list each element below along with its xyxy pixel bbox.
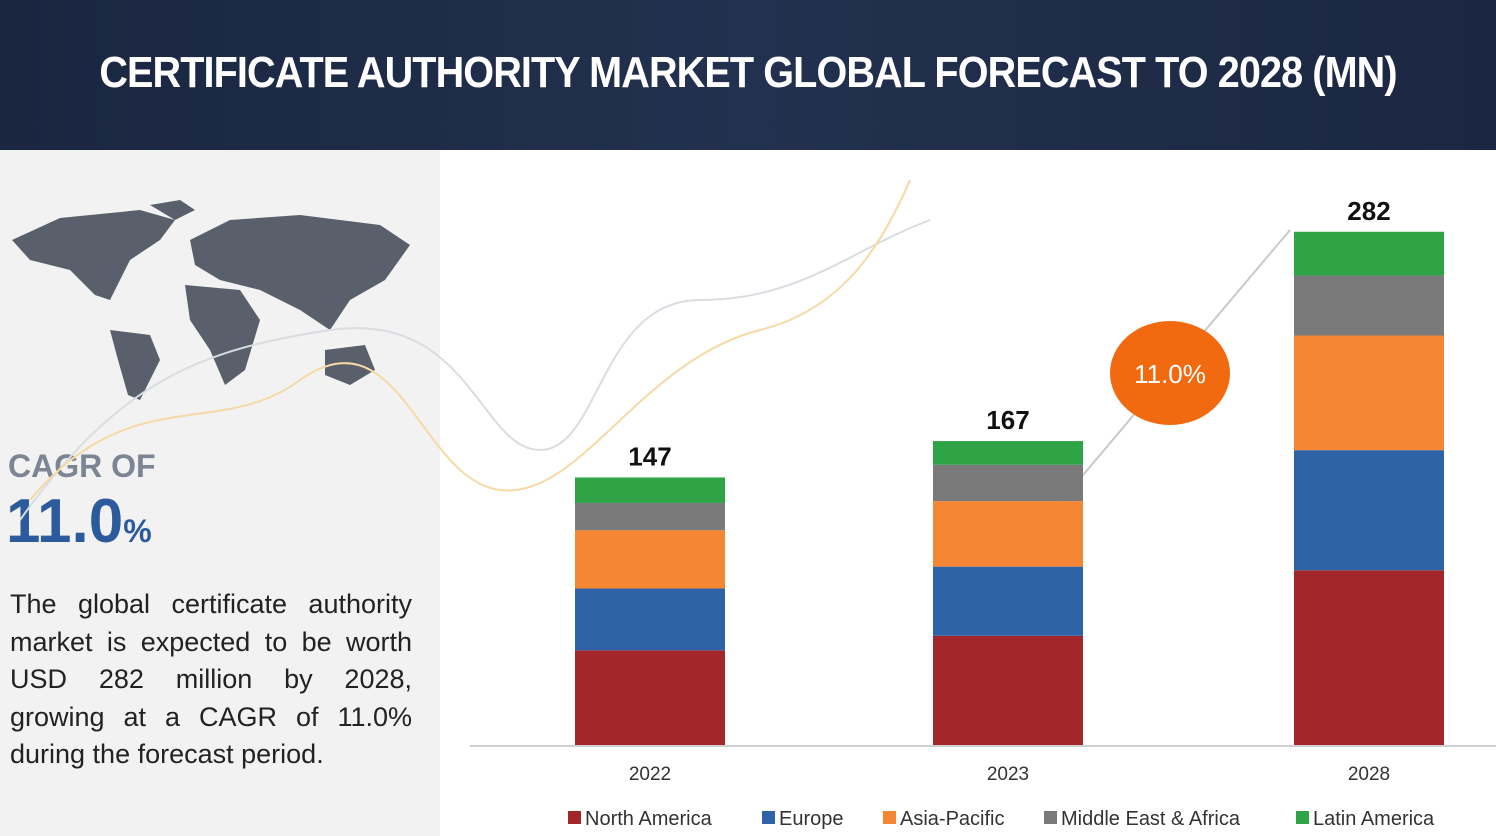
legend-swatch [1044, 811, 1057, 824]
bar-segment [575, 588, 725, 651]
cagr-figure: 11.0% [6, 486, 152, 557]
x-tick-label: 2028 [1348, 764, 1390, 785]
cagr-value: 11.0 [6, 487, 124, 556]
legend-swatch [1296, 811, 1309, 824]
legend-label: Middle East & Africa [1061, 808, 1241, 830]
bar-segment [1294, 450, 1444, 571]
total-label: 147 [628, 441, 671, 471]
decor-curve [29, 179, 911, 501]
bar-segment [575, 477, 725, 503]
bar-segment [1294, 231, 1444, 276]
title: CERTIFICATE AUTHORITY MARKET GLOBAL FORE… [99, 48, 1397, 97]
total-label: 282 [1347, 196, 1390, 226]
description: The global certificate authority market … [10, 589, 412, 769]
cagr-bubble [1110, 321, 1230, 425]
cagr-unit: % [123, 513, 152, 549]
cagr-annotation: 11.0% [1134, 359, 1206, 389]
bar-segment [933, 464, 1083, 502]
bar-segment [933, 566, 1083, 636]
legend-label: Asia-Pacific [900, 808, 1004, 830]
legend-swatch [883, 811, 896, 824]
cagr-label: CAGR OF [8, 448, 156, 484]
legend-swatch [568, 811, 581, 824]
legend-swatch [762, 811, 775, 824]
x-tick-label: 2023 [987, 764, 1029, 785]
x-tick-label: 2022 [629, 764, 671, 785]
header: CERTIFICATE AUTHORITY MARKET GLOBAL FORE… [0, 0, 1496, 150]
bar-segment [933, 501, 1083, 567]
sidebar: CAGR OF 11.0% The global certificate aut… [0, 150, 440, 836]
legend-label: North America [585, 808, 713, 830]
decor-curve [19, 219, 931, 521]
total-label: 167 [986, 405, 1029, 435]
bar-segment [933, 441, 1083, 465]
bar-segment [575, 502, 725, 531]
bar-segment [1294, 275, 1444, 336]
bar-segment [1294, 335, 1444, 451]
bar-segment [933, 635, 1083, 745]
legend-label: Europe [779, 808, 844, 830]
bar-segment [1294, 570, 1444, 745]
world-map [12, 200, 410, 400]
legend-label: Latin America [1313, 808, 1435, 830]
bar-segment [575, 530, 725, 589]
bar-segment [575, 650, 725, 745]
